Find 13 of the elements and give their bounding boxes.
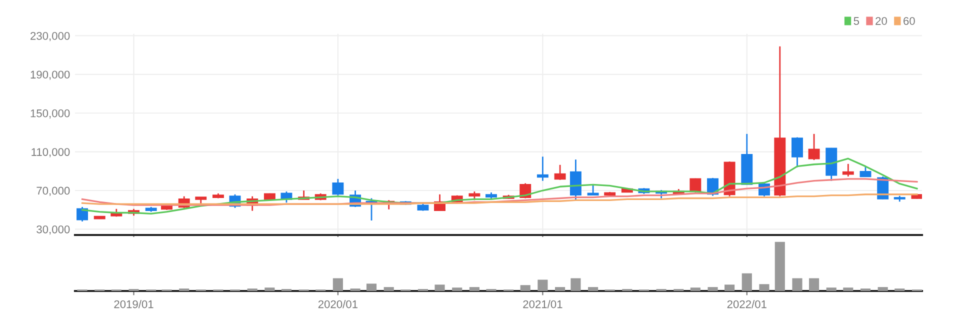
y-tick-label: 70,000 <box>36 186 70 196</box>
legend-label: 60 <box>904 17 915 25</box>
legend-label: 20 <box>876 17 887 25</box>
x-tick-label: 2020/01 <box>318 300 358 308</box>
y-tick-label: 190,000 <box>30 70 70 80</box>
y-tick-label: 230,000 <box>30 32 70 42</box>
x-tick-label: 2022/01 <box>727 300 766 308</box>
y-tick-label: 150,000 <box>30 109 70 119</box>
y-tick-label: 110,000 <box>32 148 70 158</box>
y-tick-label: 30,000 <box>36 225 70 235</box>
legend-label: 5 <box>854 17 860 25</box>
x-tick-label: 2021/01 <box>523 300 562 308</box>
x-tick-label: 2019/01 <box>114 300 154 308</box>
